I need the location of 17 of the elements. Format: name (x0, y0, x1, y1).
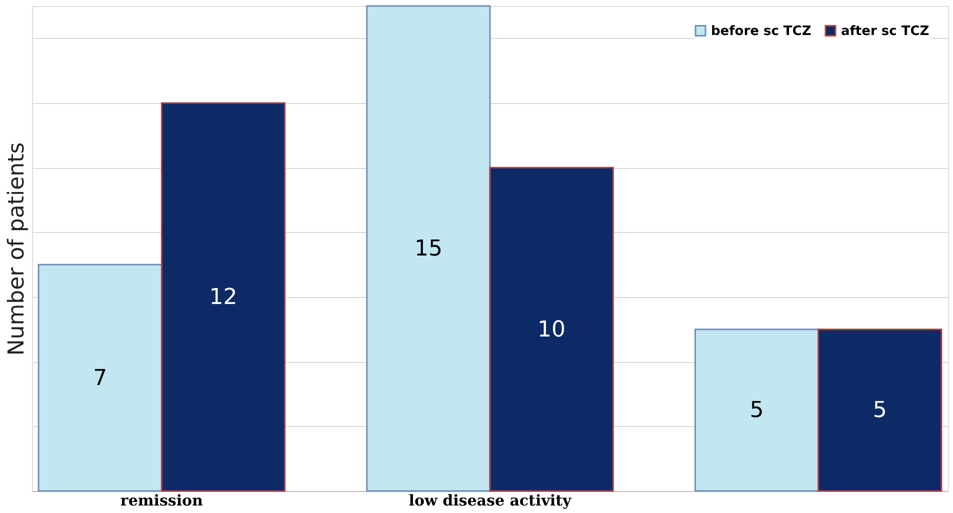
data-label: 10 (538, 317, 566, 342)
data-label: 5 (750, 398, 764, 424)
legend-label: after sc TCZ (841, 24, 930, 39)
data-label: 12 (209, 285, 238, 310)
data-label: 15 (414, 236, 442, 262)
y-axis-title: Number of patients (4, 142, 30, 356)
bar (366, 5, 491, 492)
data-label: 7 (93, 366, 108, 391)
legend-label: before sc TCZ (711, 24, 812, 39)
bar (160, 102, 286, 492)
x-tick-label: remission (120, 492, 204, 510)
bar (489, 166, 614, 492)
bar (38, 264, 162, 492)
bar (818, 328, 942, 492)
data-label: 5 (872, 398, 887, 424)
bar (694, 328, 820, 492)
x-tick-label: low disease activity (408, 492, 573, 510)
